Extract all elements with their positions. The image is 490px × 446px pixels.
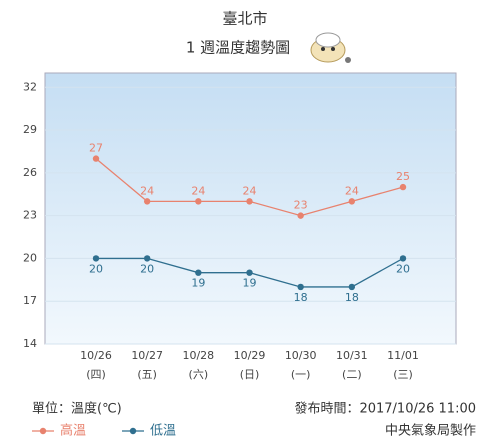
- data-label: 24: [191, 184, 205, 197]
- y-tick-label: 17: [23, 294, 37, 307]
- x-tick-label: 10/28: [182, 349, 214, 362]
- data-point: [348, 198, 356, 205]
- x-weekday-label: (一): [291, 368, 311, 381]
- source-label: 中央氣象局製作: [385, 424, 476, 439]
- data-point: [246, 198, 253, 205]
- data-point: [399, 255, 407, 262]
- x-weekday-label: (六): [189, 368, 209, 381]
- data-point: [246, 269, 253, 276]
- data-point: [195, 198, 202, 205]
- data-label: 23: [294, 199, 308, 212]
- data-point: [92, 255, 100, 262]
- data-label: 24: [140, 184, 154, 197]
- x-tick-label: 10/30: [285, 349, 317, 362]
- data-point: [297, 283, 304, 291]
- y-tick-label: 20: [23, 251, 37, 264]
- legend-label: 高溫: [60, 423, 86, 439]
- chart-subtitle: 1 週溫度趨勢圖: [186, 39, 290, 57]
- data-label: 27: [89, 142, 103, 155]
- x-weekday-label: (四): [86, 368, 106, 381]
- plot-area: [44, 72, 457, 345]
- legend-marker: [129, 427, 137, 435]
- legend-marker: [39, 427, 47, 435]
- data-label: 20: [396, 262, 410, 275]
- data-point: [297, 212, 304, 219]
- data-label: 20: [89, 262, 103, 275]
- data-point: [143, 198, 151, 205]
- data-point: [399, 183, 407, 191]
- x-tick-label: 10/27: [131, 349, 163, 362]
- x-weekday-label: (五): [137, 368, 157, 381]
- publish-time: 發布時間：2017/10/26 11:00: [294, 402, 476, 417]
- data-label: 18: [345, 291, 359, 304]
- y-tick-label: 23: [23, 209, 37, 222]
- data-label: 24: [243, 184, 257, 197]
- x-tick-label: 11/01: [387, 349, 419, 362]
- x-weekday-label: (日): [240, 368, 260, 381]
- mascot-icon: [310, 32, 351, 63]
- x-tick-label: 10/31: [336, 349, 368, 362]
- data-point: [195, 269, 202, 276]
- data-label: 20: [140, 262, 154, 275]
- x-tick-label: 10/26: [80, 349, 112, 362]
- data-label: 25: [396, 170, 410, 183]
- x-weekday-label: (三): [393, 368, 413, 381]
- data-point: [348, 283, 356, 291]
- data-label: 24: [345, 184, 359, 197]
- y-tick-label: 29: [23, 123, 37, 136]
- y-tick-label: 32: [23, 80, 37, 93]
- y-tick-label: 14: [23, 337, 37, 350]
- unit-label: 單位：溫度(℃): [32, 401, 122, 417]
- data-label: 19: [191, 277, 205, 290]
- data-label: 19: [243, 277, 257, 290]
- data-point: [143, 255, 151, 262]
- legend-label: 低溫: [150, 424, 176, 439]
- x-weekday-label: (二): [342, 368, 362, 381]
- data-label: 18: [294, 291, 308, 304]
- data-point: [92, 155, 100, 162]
- y-tick-label: 26: [23, 166, 37, 179]
- chart-title: 臺北市: [222, 10, 267, 28]
- x-tick-label: 10/29: [234, 349, 266, 362]
